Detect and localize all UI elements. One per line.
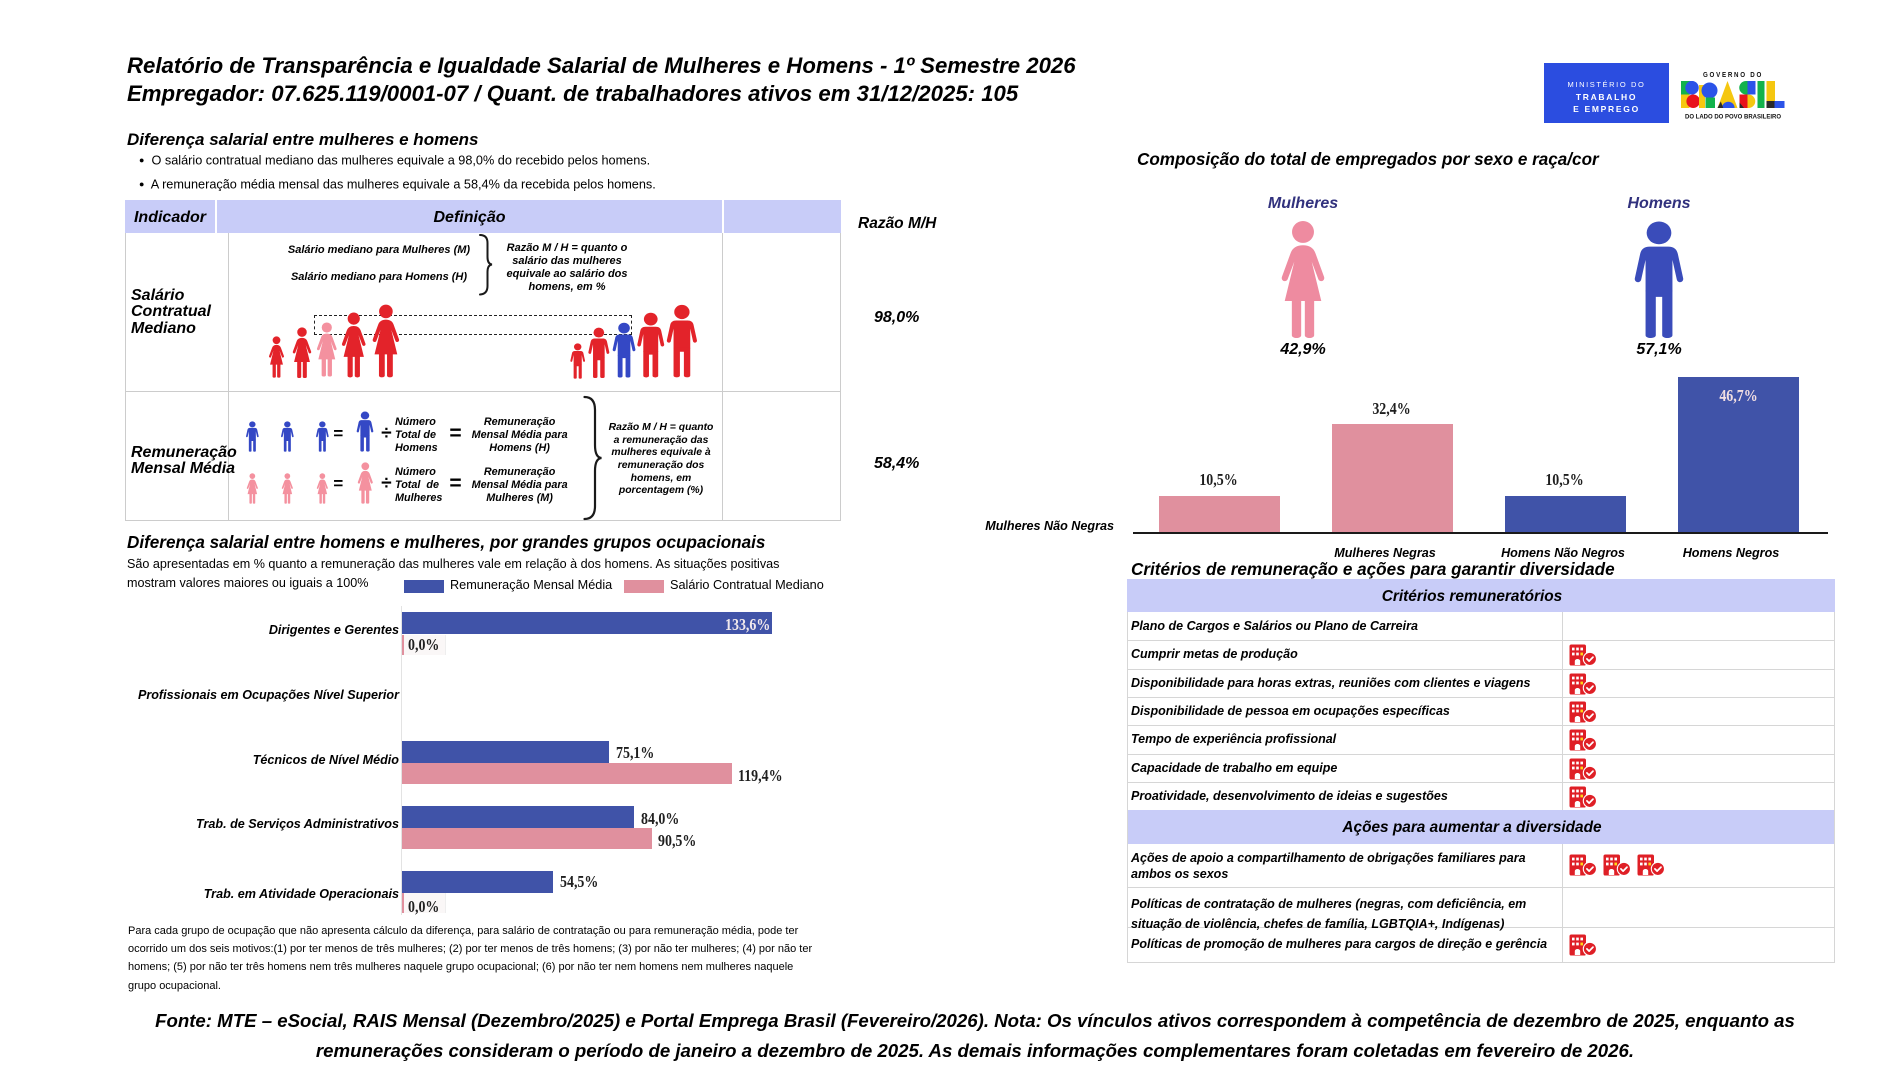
svg-text:GOVERNO DO: GOVERNO DO <box>1703 70 1763 79</box>
svg-text:DO LADO DO POVO BRASILEIRO: DO LADO DO POVO BRASILEIRO <box>1685 114 1781 121</box>
